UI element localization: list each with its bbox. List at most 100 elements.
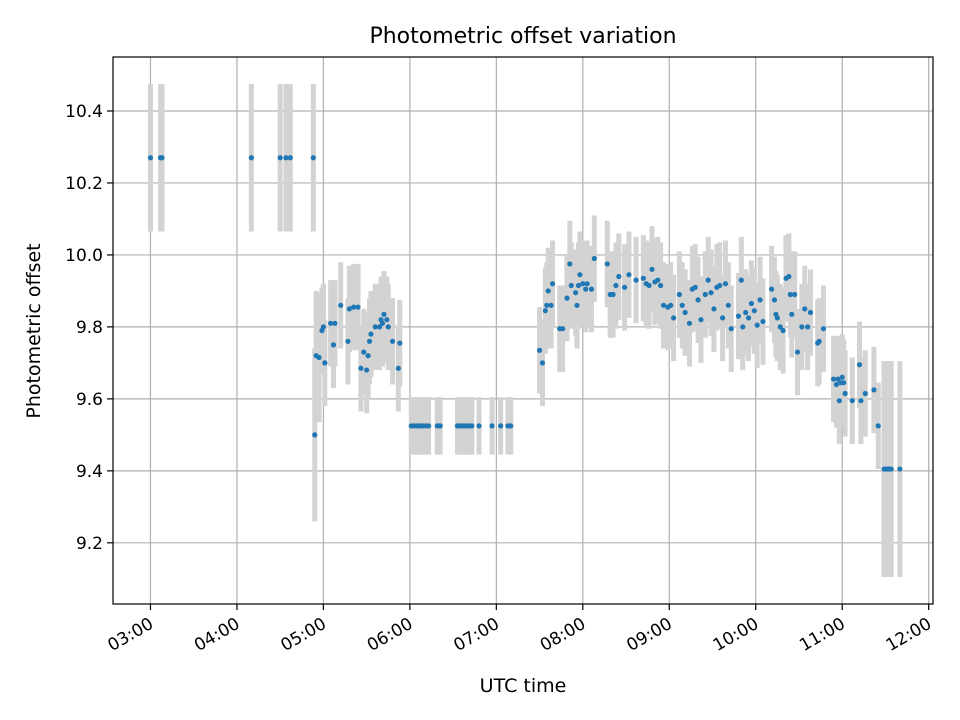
data-point-layer [147,155,903,472]
data-point [381,311,387,317]
data-point [498,423,504,429]
data-point [871,387,877,393]
data-point [842,390,848,397]
data-point [725,302,731,308]
data-point [283,155,289,161]
data-point [862,390,868,397]
data-point [508,423,514,429]
data-point [610,291,616,298]
data-point [584,281,590,287]
y-axis-ticks: 9.2 9.4 9.6 9.8 10.0 10.2 10.4 [65,102,113,554]
data-point [368,331,374,337]
data-point [575,282,582,289]
data-point [768,286,775,292]
data-point [780,327,786,334]
data-point [361,349,367,355]
y-tick-label: 10.4 [65,102,103,122]
data-point [646,282,652,289]
data-point [695,297,701,303]
data-point [835,376,841,382]
data-point [735,313,742,319]
data-point [839,374,845,380]
data-point [583,286,589,292]
data-point [836,398,842,404]
data-point [330,342,337,348]
data-point [660,302,667,308]
y-tick-label: 9.8 [76,318,103,338]
data-point [745,315,752,321]
data-point [787,291,793,298]
data-point [545,288,551,294]
y-tick-label: 9.4 [76,462,103,482]
data-point [616,273,622,280]
data-point [751,308,757,314]
data-point [771,297,778,303]
data-point [698,317,704,323]
data-point [560,326,566,332]
data-point [395,365,401,371]
data-point [613,282,619,289]
data-point [728,326,734,332]
data-point [544,302,550,308]
data-point [849,398,855,404]
data-point [573,290,579,296]
data-point [591,255,597,262]
data-point [159,155,165,161]
chart-title: Photometric offset variation [369,24,676,49]
data-point [365,353,371,359]
data-point [774,315,780,321]
data-point [740,324,746,330]
data-point [856,362,863,368]
data-point [789,311,795,317]
data-point [820,326,827,332]
data-point [786,273,792,280]
data-point [332,320,338,326]
data-point [760,318,766,325]
data-point [384,317,390,323]
data-point [389,338,396,344]
data-point [567,261,573,267]
data-point [722,281,729,287]
data-point [345,338,351,344]
data-point [385,324,391,330]
data-point [568,282,574,289]
data-point [476,423,482,429]
data-point [277,155,283,161]
data-point [577,272,583,278]
data-point [322,360,328,366]
data-point [711,306,717,312]
data-point [777,324,783,330]
data-point [799,324,805,330]
data-point [287,155,293,161]
data-point [621,284,628,290]
data-point [841,380,847,386]
data-point [248,155,254,161]
data-point [377,324,383,330]
data-point [670,315,677,321]
data-point [679,302,685,308]
data-point [536,347,543,353]
data-point [805,324,811,330]
data-point [469,423,475,429]
data-point [548,302,554,308]
data-point [626,272,632,278]
data-point [702,291,708,298]
data-point [372,324,378,330]
data-point [588,286,595,292]
data-point [604,261,610,267]
y-tick-label: 9.2 [76,534,103,554]
data-point [738,277,744,283]
data-point [147,155,154,161]
data-point [328,320,334,326]
data-point [539,360,546,366]
data-point [358,365,364,371]
data-point [580,281,586,287]
plot-frame [112,56,934,605]
data-point [705,277,711,283]
data-point [437,423,443,429]
x-axis-label: UTC time [480,675,567,697]
data-point [682,309,688,316]
data-point [338,302,344,308]
data-point [858,398,864,404]
